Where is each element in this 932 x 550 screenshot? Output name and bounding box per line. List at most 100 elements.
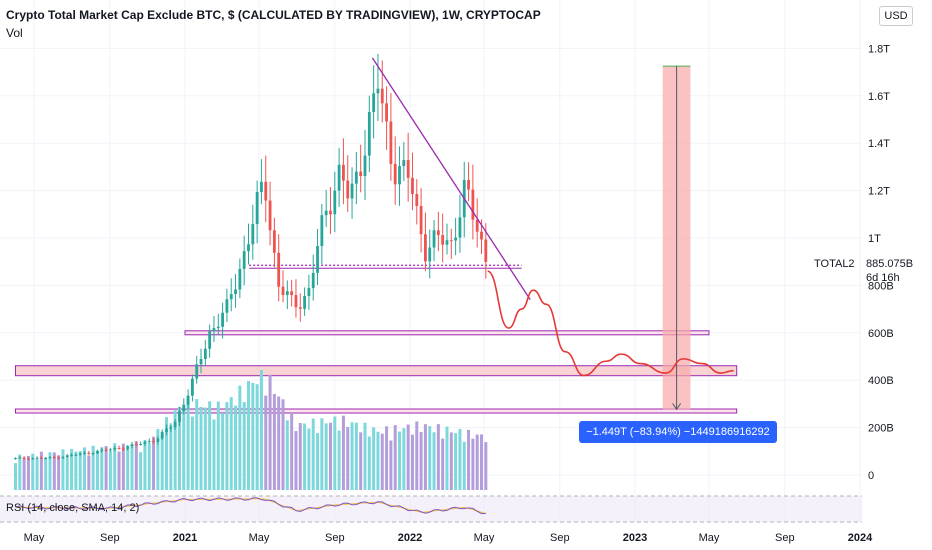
candle-body [467, 179, 470, 190]
volume-bar [281, 399, 285, 490]
price-axis[interactable]: 0 200B 400B 600B 800B 1T 1.2T 1.4T 1.6T 1.8T [868, 43, 894, 482]
volume-bar [229, 397, 233, 490]
volume-bar [177, 407, 181, 490]
candle-body [372, 93, 376, 113]
volume-bar [380, 433, 384, 490]
trendline[interactable] [371, 57, 531, 300]
volume-bar [35, 459, 39, 490]
candle-body [432, 230, 436, 248]
measure-arrow-head [672, 403, 682, 411]
currency-button[interactable]: USD [879, 6, 913, 26]
volume-bar [104, 446, 108, 490]
volume-bar [303, 423, 307, 490]
candle-body [61, 457, 65, 459]
candle-body [22, 457, 26, 459]
volume-bar [277, 396, 281, 490]
level-1[interactable] [184, 330, 710, 336]
measure-label[interactable]: −1.449T (−83.94%) −1449186916292 [579, 421, 777, 443]
candle-body [78, 453, 82, 455]
volume-bar [26, 455, 30, 490]
candle-body [285, 291, 289, 296]
candle-body [268, 200, 272, 231]
candle-body [385, 103, 388, 122]
y-tick-label: 0 [868, 470, 874, 482]
volume-bar [195, 399, 199, 490]
drawings[interactable] [371, 57, 734, 377]
candle-body [307, 288, 311, 297]
candle-body [83, 452, 86, 454]
candle-body [126, 446, 130, 449]
candle-body [178, 411, 181, 422]
candle-body [415, 194, 419, 206]
support-zone-2[interactable] [14, 365, 738, 377]
volume-bar [216, 401, 220, 490]
volume-bar [22, 457, 26, 490]
volume-bar [87, 455, 91, 490]
candle-body [100, 449, 104, 451]
volume-bar [441, 438, 445, 490]
candle-body [225, 299, 229, 313]
candle-body [48, 457, 52, 459]
candle-body [156, 438, 160, 442]
x-tick-label: Sep [550, 532, 570, 544]
bar-countdown: 6d 16h [866, 272, 900, 284]
volume-bar [419, 432, 423, 490]
y-tick-label: 1.6T [868, 91, 890, 103]
last-price-tag: 885.075B [866, 258, 914, 270]
volume-bar [255, 384, 259, 490]
level-3[interactable] [14, 408, 738, 414]
candle-body [14, 458, 17, 460]
volume-bar [126, 445, 130, 490]
y-tick-label: 1.2T [868, 186, 890, 198]
forecast-path[interactable] [487, 270, 734, 377]
candle-body [264, 181, 268, 201]
candle-body [290, 291, 294, 296]
volume-bar [74, 451, 78, 490]
candle-body [402, 160, 406, 167]
volume-bar [143, 440, 147, 490]
volume-bar [65, 457, 69, 490]
volume-bar [471, 438, 475, 490]
candle-body [152, 441, 155, 443]
y-tick-label: 1T [868, 233, 881, 245]
volume-bar [385, 426, 389, 490]
time-axis[interactable]: May Sep 2021 May Sep 2022 May Sep 2023 May Sep 2024 [24, 532, 874, 544]
candle-body [216, 326, 220, 329]
y-tick-label: 400B [868, 375, 894, 387]
volume-bar [264, 395, 268, 490]
candle-body [475, 219, 479, 232]
volume-bar [268, 374, 272, 490]
volume-bar [234, 405, 238, 490]
candle-body [113, 447, 117, 450]
x-tick-label: 2022 [398, 532, 422, 544]
x-tick-label: May [474, 532, 495, 544]
volume-bar [199, 406, 203, 490]
candle-body [367, 112, 371, 156]
volume-bar [324, 423, 328, 490]
candle-body [117, 447, 121, 449]
candle-body [428, 247, 432, 262]
candle-body [316, 246, 319, 273]
candle-body [130, 444, 134, 447]
candle-body [57, 457, 61, 459]
candle-body [104, 449, 108, 451]
volume-bar [52, 452, 56, 490]
candle-body [277, 252, 281, 287]
volume-bar [410, 434, 414, 490]
volume-bar [428, 426, 432, 490]
volume-bar [190, 416, 194, 490]
volume-bar [389, 440, 393, 490]
volume-bar [242, 402, 246, 490]
volume-bar [484, 442, 488, 490]
candle-body [419, 205, 423, 235]
candle-body [436, 230, 440, 236]
chart-title: Crypto Total Market Cap Exclude BTC, $ (… [6, 8, 541, 22]
volume-bar [320, 418, 324, 490]
volume-bar [139, 452, 143, 490]
candles [14, 53, 488, 461]
volume-bar [152, 436, 156, 490]
candle-body [173, 421, 177, 428]
volume-bar [44, 457, 48, 490]
candle-body [480, 231, 483, 240]
